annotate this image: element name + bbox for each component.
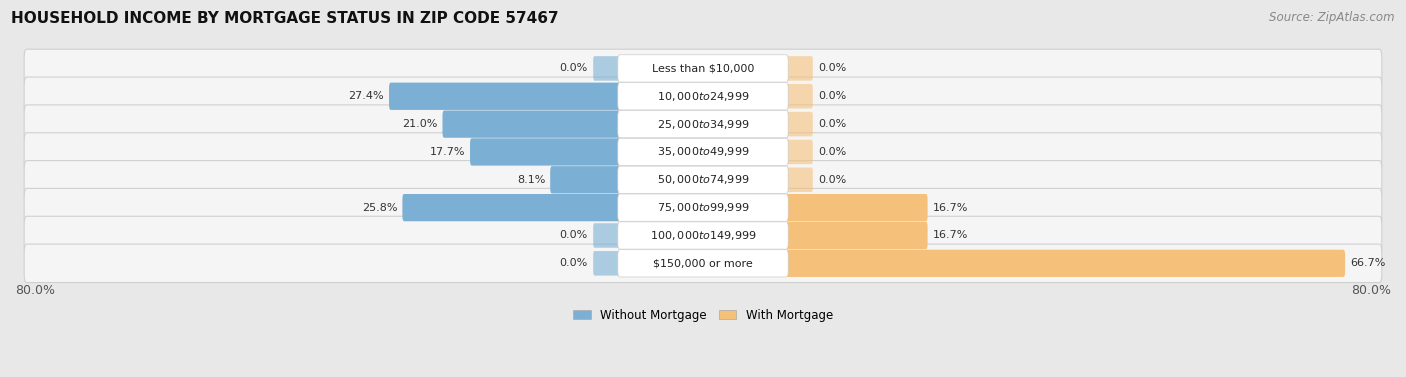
FancyBboxPatch shape — [617, 138, 789, 166]
Text: 0.0%: 0.0% — [818, 91, 846, 101]
FancyBboxPatch shape — [402, 194, 621, 221]
FancyBboxPatch shape — [785, 56, 813, 81]
Text: $35,000 to $49,999: $35,000 to $49,999 — [657, 146, 749, 158]
Text: $75,000 to $99,999: $75,000 to $99,999 — [657, 201, 749, 214]
Text: 27.4%: 27.4% — [349, 91, 384, 101]
Text: 0.0%: 0.0% — [560, 63, 588, 74]
Text: $100,000 to $149,999: $100,000 to $149,999 — [650, 229, 756, 242]
FancyBboxPatch shape — [785, 84, 813, 109]
FancyBboxPatch shape — [389, 83, 621, 110]
Text: 17.7%: 17.7% — [429, 147, 465, 157]
Text: 16.7%: 16.7% — [932, 230, 967, 241]
FancyBboxPatch shape — [785, 140, 813, 164]
FancyBboxPatch shape — [617, 194, 789, 221]
Text: 0.0%: 0.0% — [818, 119, 846, 129]
FancyBboxPatch shape — [24, 161, 1382, 199]
Text: $50,000 to $74,999: $50,000 to $74,999 — [657, 173, 749, 186]
FancyBboxPatch shape — [593, 56, 621, 81]
Text: Source: ZipAtlas.com: Source: ZipAtlas.com — [1270, 11, 1395, 24]
FancyBboxPatch shape — [617, 55, 789, 82]
FancyBboxPatch shape — [470, 138, 621, 166]
FancyBboxPatch shape — [24, 133, 1382, 171]
FancyBboxPatch shape — [617, 166, 789, 193]
Legend: Without Mortgage, With Mortgage: Without Mortgage, With Mortgage — [568, 304, 838, 326]
Text: 25.8%: 25.8% — [361, 202, 398, 213]
FancyBboxPatch shape — [593, 223, 621, 248]
FancyBboxPatch shape — [443, 110, 621, 138]
Text: 8.1%: 8.1% — [517, 175, 546, 185]
FancyBboxPatch shape — [593, 251, 621, 276]
FancyBboxPatch shape — [785, 194, 928, 221]
FancyBboxPatch shape — [785, 112, 813, 136]
Text: $150,000 or more: $150,000 or more — [654, 258, 752, 268]
FancyBboxPatch shape — [24, 188, 1382, 227]
Text: 0.0%: 0.0% — [818, 175, 846, 185]
FancyBboxPatch shape — [617, 250, 789, 277]
Text: 0.0%: 0.0% — [560, 258, 588, 268]
Text: Less than $10,000: Less than $10,000 — [652, 63, 754, 74]
Text: $25,000 to $34,999: $25,000 to $34,999 — [657, 118, 749, 130]
FancyBboxPatch shape — [785, 167, 813, 192]
FancyBboxPatch shape — [617, 222, 789, 249]
FancyBboxPatch shape — [24, 77, 1382, 115]
FancyBboxPatch shape — [550, 166, 621, 193]
Text: 0.0%: 0.0% — [560, 230, 588, 241]
FancyBboxPatch shape — [24, 216, 1382, 255]
FancyBboxPatch shape — [24, 49, 1382, 87]
Text: 0.0%: 0.0% — [818, 63, 846, 74]
Text: 0.0%: 0.0% — [818, 147, 846, 157]
Text: 16.7%: 16.7% — [932, 202, 967, 213]
Text: HOUSEHOLD INCOME BY MORTGAGE STATUS IN ZIP CODE 57467: HOUSEHOLD INCOME BY MORTGAGE STATUS IN Z… — [11, 11, 558, 26]
FancyBboxPatch shape — [24, 244, 1382, 282]
Text: 66.7%: 66.7% — [1350, 258, 1385, 268]
FancyBboxPatch shape — [24, 105, 1382, 143]
FancyBboxPatch shape — [785, 222, 928, 249]
FancyBboxPatch shape — [785, 250, 1346, 277]
Text: $10,000 to $24,999: $10,000 to $24,999 — [657, 90, 749, 103]
FancyBboxPatch shape — [617, 83, 789, 110]
Text: 21.0%: 21.0% — [402, 119, 437, 129]
FancyBboxPatch shape — [617, 110, 789, 138]
